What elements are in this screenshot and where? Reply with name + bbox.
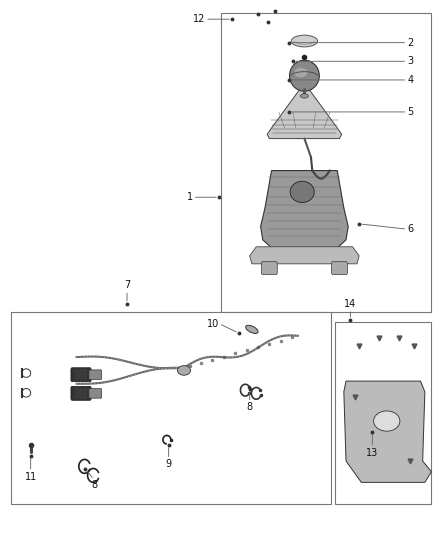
FancyBboxPatch shape — [71, 386, 91, 400]
Text: 8: 8 — [247, 402, 253, 413]
Text: 2: 2 — [407, 38, 413, 47]
Ellipse shape — [374, 411, 400, 431]
Text: 7: 7 — [124, 280, 130, 290]
Text: 6: 6 — [407, 224, 413, 234]
Text: 14: 14 — [344, 299, 357, 309]
Text: 3: 3 — [407, 56, 413, 66]
Bar — [335, 322, 431, 504]
FancyBboxPatch shape — [332, 262, 347, 274]
Text: 13: 13 — [366, 448, 378, 458]
Ellipse shape — [294, 68, 307, 77]
FancyBboxPatch shape — [89, 370, 102, 379]
Polygon shape — [261, 171, 348, 248]
Polygon shape — [250, 247, 359, 264]
Ellipse shape — [290, 181, 314, 203]
FancyBboxPatch shape — [261, 262, 277, 274]
Ellipse shape — [246, 325, 258, 334]
Polygon shape — [267, 89, 342, 139]
Text: 9: 9 — [166, 459, 172, 470]
Bar — [221, 13, 431, 312]
Text: 5: 5 — [407, 107, 413, 117]
Text: 8: 8 — [91, 480, 97, 490]
Text: 12: 12 — [193, 14, 205, 24]
Text: 1: 1 — [187, 192, 193, 202]
FancyBboxPatch shape — [89, 389, 102, 398]
Ellipse shape — [291, 35, 318, 47]
Ellipse shape — [300, 94, 308, 98]
Text: 10: 10 — [207, 319, 219, 328]
Text: 4: 4 — [407, 75, 413, 85]
Ellipse shape — [177, 366, 191, 375]
Polygon shape — [344, 381, 431, 482]
FancyBboxPatch shape — [71, 368, 91, 382]
Text: 11: 11 — [25, 472, 37, 482]
Ellipse shape — [290, 60, 319, 91]
Bar — [11, 312, 331, 504]
